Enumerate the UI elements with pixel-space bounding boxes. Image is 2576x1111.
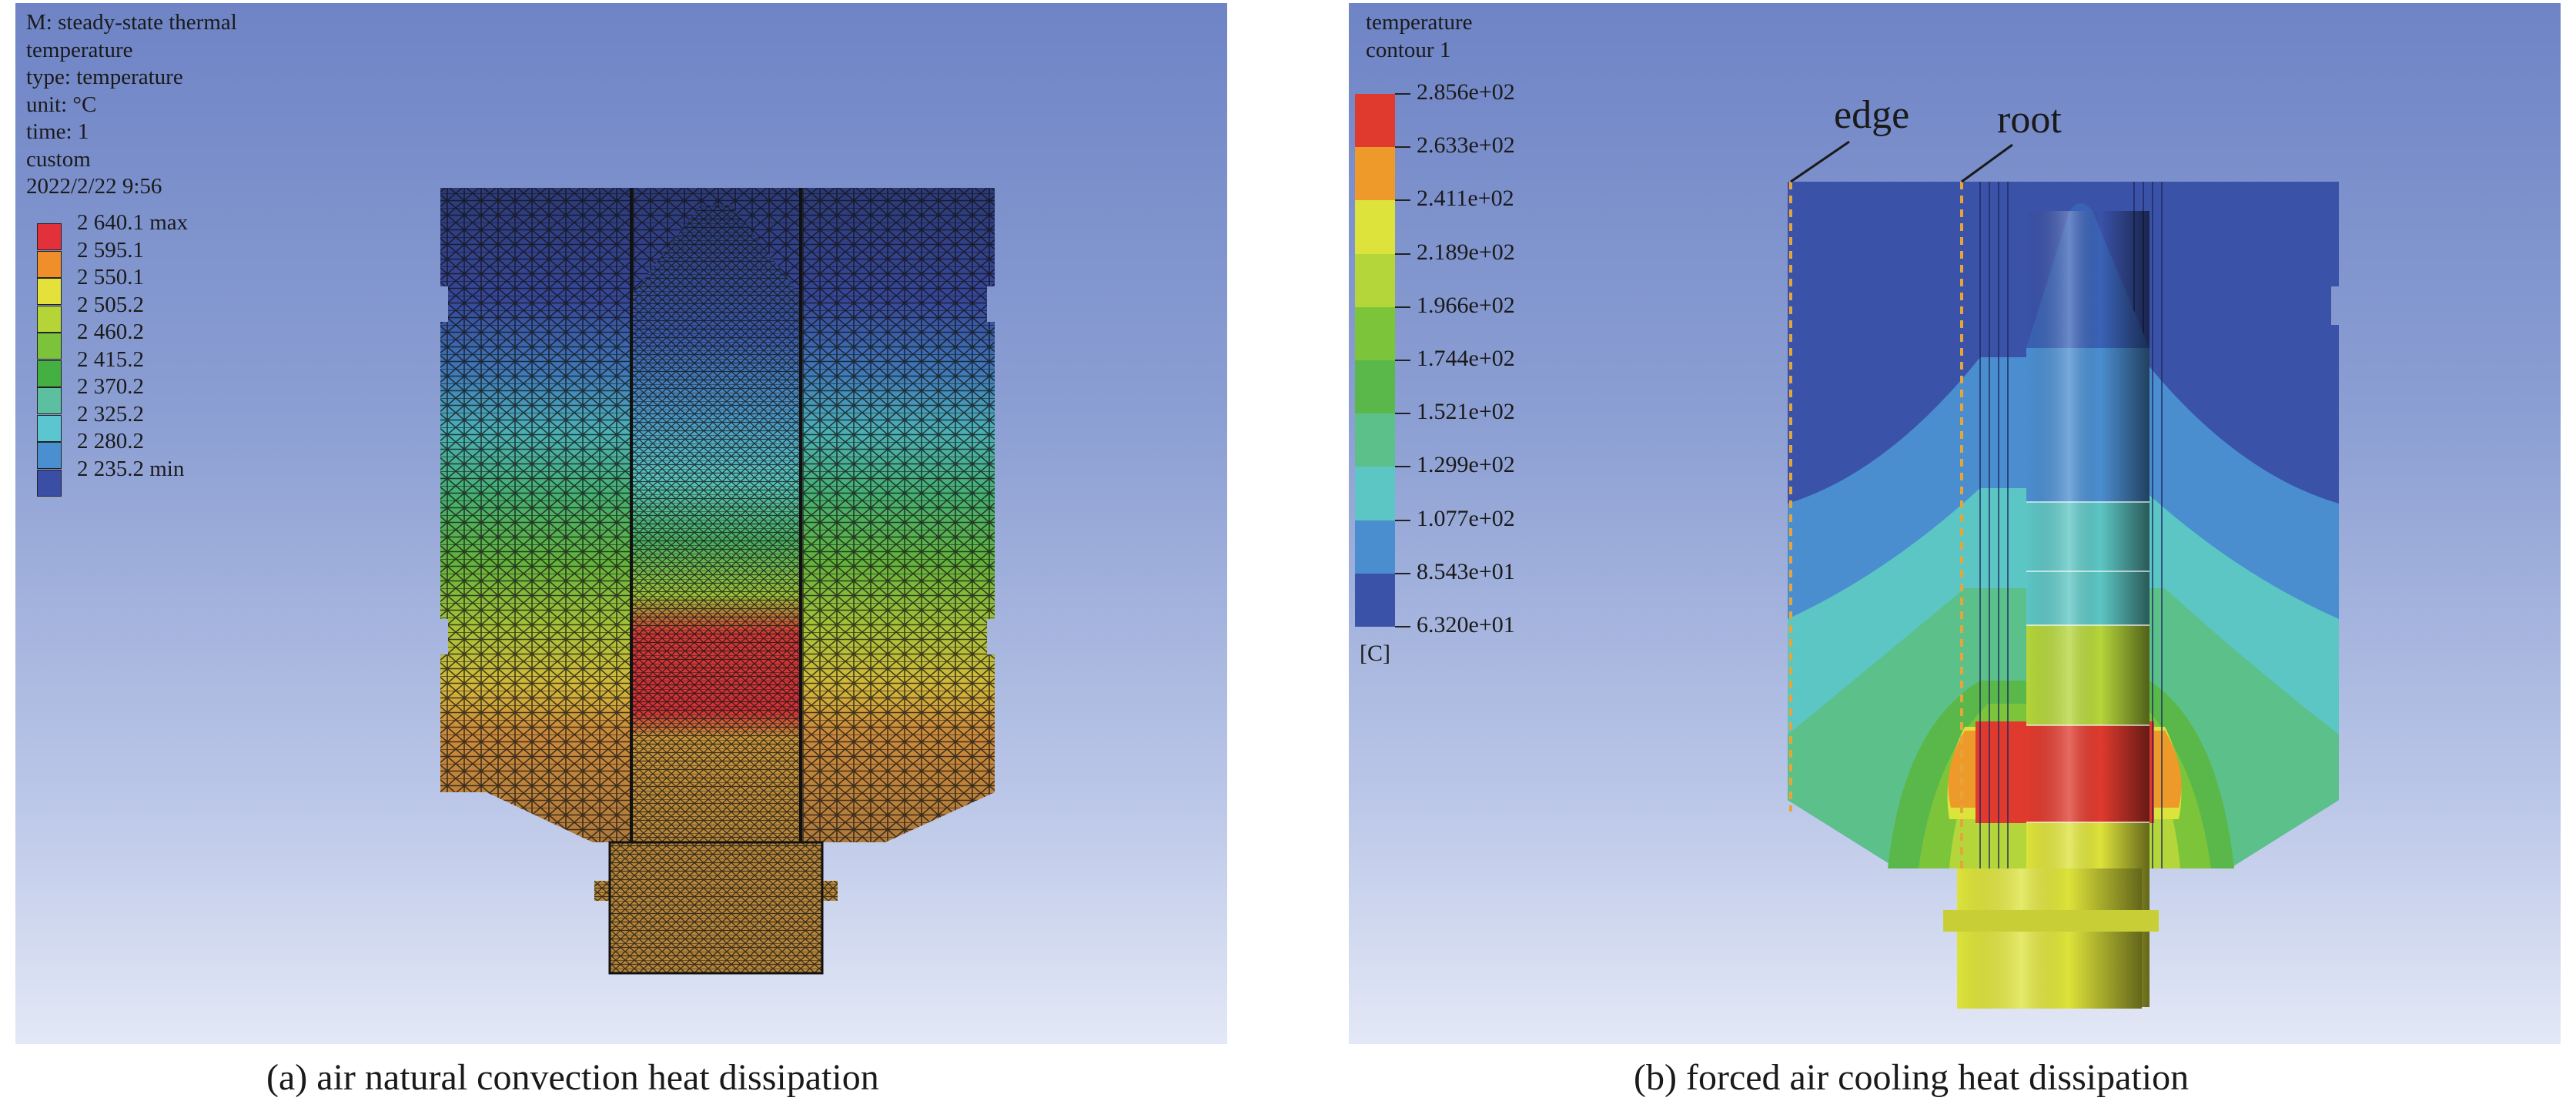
contour-legend: 2.856e+02 2.633e+02 2.411e+02 2.189e+02 1.96…: [1352, 79, 1552, 666]
legend-item: 2 460.2: [37, 320, 144, 360]
legend-swatch: [1355, 306, 1395, 360]
legend-item: 2 505.2: [37, 293, 144, 333]
legend-label: 2 235.2 min: [77, 456, 185, 481]
legend-value: 1.077e+02: [1417, 505, 1515, 531]
legend-swatch: [1355, 360, 1395, 414]
legend-item: 2 370.2: [37, 374, 144, 414]
contour-model-view: edge root: [1788, 93, 2339, 1009]
info-line: temperature: [1366, 10, 1473, 35]
legend-label: 2 640.1 max: [77, 210, 189, 235]
legend-value: 2.189e+02: [1417, 239, 1515, 265]
legend-label: 2 370.2: [77, 374, 144, 399]
info-line: M: steady-state thermal: [26, 10, 237, 35]
caption-b: (b) forced air cooling heat dissipation: [1634, 1057, 2190, 1098]
legend-item: 2 640.1 max: [37, 210, 188, 250]
legend-value: 6.320e+01: [1417, 612, 1515, 637]
info-line: contour 1: [1366, 37, 1451, 62]
legend-value: 2.411e+02: [1417, 186, 1514, 212]
result-info-block: M: steady-state thermal temperature type…: [26, 9, 237, 201]
legend-value: 1.744e+02: [1417, 346, 1515, 371]
root-label: root: [1997, 98, 2062, 142]
legend-label: 2 505.2: [77, 292, 144, 317]
info-line: time: 1: [26, 119, 89, 144]
legend-tick: [1395, 413, 1410, 415]
legend-tick: [1395, 466, 1410, 468]
legend-item: 2 280.2: [37, 429, 144, 469]
legend-value: 2.633e+02: [1417, 132, 1515, 159]
legend-tick: [1395, 519, 1410, 521]
caption-a: (a) air natural convection heat dissipat…: [266, 1057, 879, 1098]
legend-swatch: [37, 442, 62, 469]
contour-info-block: temperature contour 1: [1366, 9, 1472, 64]
legend-label: 2 595.1: [77, 237, 144, 263]
legend-swatch: [1355, 147, 1395, 201]
legend-tick: [1395, 306, 1410, 308]
legend-tick: [1395, 626, 1410, 627]
legend-tick: [1395, 253, 1410, 255]
legend-swatch: [1355, 520, 1395, 574]
legend-swatch: [1355, 200, 1395, 254]
legend-value: 1.966e+02: [1417, 292, 1515, 318]
legend-swatch: [37, 333, 62, 360]
info-line: 2022/2/22 9:56: [26, 174, 162, 199]
legend-label: 2 415.2: [77, 346, 144, 372]
legend-swatch: [37, 250, 62, 278]
legend-swatch: [37, 360, 62, 387]
legend-swatch: [37, 278, 62, 305]
edge-label: edge: [1834, 93, 1909, 137]
legend-unit: [C]: [1360, 641, 1390, 666]
legend-label: 2 550.1: [77, 265, 144, 289]
legend-item: 2 595.1: [37, 238, 144, 278]
temperature-legend: 2 640.1 max 2 595.1 2 550.1 2 505.2 2 460.2 2…: [37, 210, 268, 500]
legend-swatch: [1355, 467, 1395, 520]
viewport-natural-convection[interactable]: M: steady-state thermal temperature type…: [15, 3, 1227, 1044]
viewport-forced-cooling[interactable]: edge root temperature contour 1 2.856e+0…: [1349, 3, 2561, 1044]
legend-item: 2 325.2: [37, 402, 144, 442]
legend-value: 8.543e+01: [1417, 558, 1515, 584]
legend-value: 1.299e+02: [1417, 452, 1515, 478]
legend-tick: [1395, 572, 1410, 574]
legend-tick: [1395, 146, 1410, 149]
legend-swatch: [37, 469, 62, 497]
legend-swatch: [1355, 573, 1395, 627]
legend-label: 2 325.2: [77, 401, 144, 427]
legend-tick: [1395, 360, 1410, 361]
legend-swatch: [1355, 94, 1395, 148]
legend-label: 2 460.2: [77, 320, 144, 344]
legend-item: 2 550.1: [37, 265, 144, 305]
legend-swatch: [37, 414, 62, 442]
legend-value: 2.856e+02: [1417, 79, 1515, 105]
info-line: temperature: [26, 37, 133, 62]
info-line: unit: °C: [26, 92, 97, 117]
legend-swatch: [1355, 413, 1395, 467]
legend-swatch: [37, 223, 62, 250]
legend-tick: [1395, 199, 1410, 202]
info-line: custom: [26, 146, 91, 172]
legend-value: 1.521e+02: [1417, 399, 1515, 425]
legend-swatch: [37, 305, 62, 333]
legend-swatch: [1355, 253, 1395, 307]
legend-item: 2 235.2 min: [37, 457, 184, 497]
legend-tick: [1395, 93, 1410, 95]
legend-swatch: [37, 387, 62, 414]
legend-label: 2 280.2: [77, 429, 144, 453]
legend-item: 2 415.2: [37, 347, 144, 387]
info-line: type: temperature: [26, 65, 183, 89]
mesh-model-view: [440, 188, 995, 975]
